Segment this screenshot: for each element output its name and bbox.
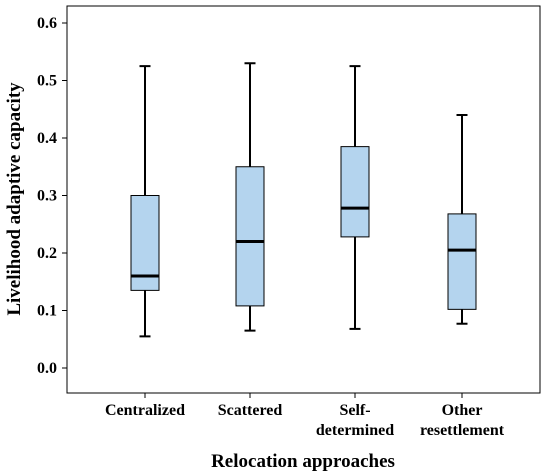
box-1 xyxy=(130,65,160,338)
box-4 xyxy=(447,114,477,325)
x-axis-ticks: Centralized Scattered Self-determined Other… xyxy=(105,393,505,439)
y-tick-label: 0.6 xyxy=(37,15,57,32)
y-axis-ticks: 0.0 0.1 0.2 0.3 0.4 0.5 0.6 xyxy=(37,15,67,377)
x-tick-label-line: determined xyxy=(316,422,394,439)
y-tick-label: 0.1 xyxy=(37,303,57,320)
y-axis-title: Livelihood adaptive capacity xyxy=(4,82,25,316)
x-tick-label-line: Other xyxy=(442,402,483,419)
y-tick-label: 0.4 xyxy=(37,130,57,147)
y-tick-label: 0.0 xyxy=(37,360,57,377)
y-tick-label: 0.2 xyxy=(37,245,57,262)
y-tick-label: 0.3 xyxy=(37,188,57,205)
x-tick-label-line: resettlement xyxy=(420,422,505,439)
box-2 xyxy=(235,62,265,332)
boxes-layer xyxy=(130,62,477,338)
x-tick-label: Other resettlement xyxy=(420,402,505,439)
x-tick-label-line: Scattered xyxy=(218,402,283,419)
x-tick-label-line: Self- xyxy=(339,402,370,419)
x-tick-label: Centralized xyxy=(105,402,185,419)
x-tick-label-line: Centralized xyxy=(105,402,185,419)
y-tick-label: 0.5 xyxy=(37,73,57,90)
iqr-box xyxy=(235,166,265,307)
iqr-box xyxy=(447,213,477,310)
x-tick-label: Scattered xyxy=(218,402,283,419)
x-tick-label: Self-determined xyxy=(316,402,394,439)
iqr-box xyxy=(340,146,370,238)
x-axis-title: Relocation approaches xyxy=(211,451,395,472)
box-3 xyxy=(340,65,370,330)
